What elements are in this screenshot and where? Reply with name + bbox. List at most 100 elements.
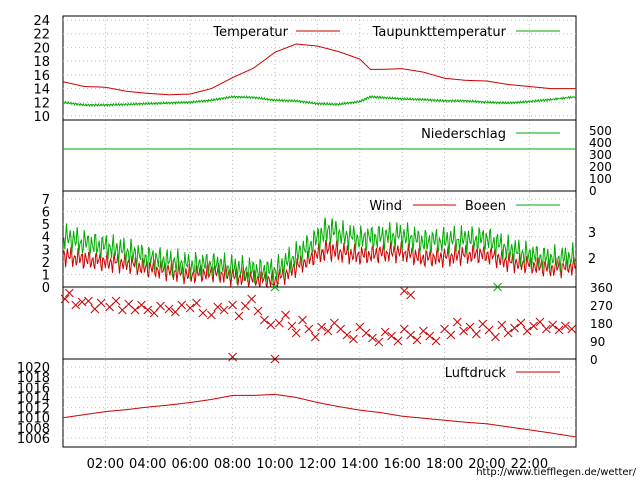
wind-direction-point-stroke [111, 296, 121, 306]
pressure-tick-label: 1018 [17, 371, 50, 386]
wind-direction-point-stroke [361, 328, 371, 338]
wind-direction-point [459, 326, 469, 336]
wind-direction-point-stroke [399, 286, 409, 296]
x-tick-label: 14:00 [341, 457, 378, 472]
wind-direction-point-stroke [497, 320, 507, 330]
wind-direction-point-stroke [130, 305, 140, 315]
wind-direction-point [164, 304, 174, 314]
wind-direction-point-stroke [412, 335, 422, 345]
wind-direction-point-stroke [247, 294, 257, 304]
wind-direction-point [361, 328, 371, 338]
wind-series-boeen [62, 217, 577, 284]
wind-direction-point [561, 321, 570, 331]
wind-direction-point [497, 320, 507, 330]
wind-direction-tick-label: 0 [590, 353, 598, 367]
wind-direction-tick-label: 90 [590, 335, 605, 349]
wind-direction-point [535, 317, 545, 327]
wind-direction-point [368, 333, 377, 343]
x-tick-label: 08:00 [214, 457, 251, 472]
wind-direction-point-stroke [240, 301, 250, 311]
wind-direction-point [412, 335, 422, 345]
temperature-tick-label: 24 [33, 14, 50, 29]
wind-direction-point-stroke [478, 319, 488, 329]
wind-direction-point-stroke [207, 310, 216, 320]
wind-direction-point-stroke [71, 300, 81, 310]
wind-direction-point-stroke [349, 334, 358, 344]
wind-direction-point [60, 294, 70, 304]
wind-direction-point [149, 308, 159, 318]
pressure-series-luftdruck [62, 393, 577, 438]
wind-direction-point-stroke [493, 282, 502, 292]
wind-direction-point-stroke [228, 300, 237, 310]
wind-direction-point-stroke [274, 318, 284, 328]
wind-direction-point-stroke [355, 322, 365, 332]
wind-direction-point-stroke [425, 331, 435, 341]
wind-direction-point-stroke [329, 318, 339, 328]
wind-direction-point-stroke [342, 330, 352, 340]
wind-direction-point [503, 328, 513, 338]
wind-direction-point [406, 290, 416, 300]
wind-direction-point [493, 282, 502, 292]
wind-direction-point-stroke [567, 324, 577, 334]
wind-tick-label: 6 [42, 206, 50, 221]
wind-direction-point [213, 302, 223, 312]
precipitation-tick-label: 200 [589, 160, 612, 174]
wind-direction-point-stroke [459, 326, 469, 336]
wind-direction-point [387, 331, 396, 341]
wind-direction-point [452, 317, 462, 327]
pressure-tick-label: 1010 [17, 412, 50, 427]
legend-label-luftdruck: Luftdruck [445, 366, 507, 381]
wind-direction-point-stroke [287, 321, 297, 331]
wind-direction-point-stroke [484, 325, 494, 335]
wind-direction-point [541, 324, 551, 334]
wind-direction-point-stroke [323, 326, 333, 336]
x-tick-label: 10:00 [256, 457, 293, 472]
wind-direction-point [96, 298, 106, 308]
wind-direction-point-stroke [137, 300, 146, 310]
wind-direction-point [234, 311, 244, 321]
wind-direction-point-stroke [368, 333, 377, 343]
wind-direction-point [281, 310, 290, 320]
wind-direction-point [253, 306, 263, 316]
wind-direction-point [317, 322, 326, 332]
x-tick-label: 02:00 [87, 457, 124, 472]
temperature-tick-label: 16 [33, 69, 50, 84]
legend-label-niederschlag: Niederschlag [421, 127, 506, 142]
temperature-series-temperatur [62, 43, 576, 96]
pressure-tick-label: 1020 [17, 361, 50, 376]
wind-direction-point-stroke [336, 324, 346, 334]
wind-direction-point [425, 331, 435, 341]
wind-direction-point-stroke [60, 294, 70, 304]
wind-tick-label: 7 [42, 193, 50, 208]
wind-direction-point-stroke [260, 315, 269, 325]
pressure-tick-label: 1014 [17, 391, 50, 406]
wind-direction-point-stroke [393, 336, 403, 346]
wind-direction-point [399, 286, 409, 296]
x-tick-label: 18:00 [426, 457, 463, 472]
x-tick-label: 04:00 [129, 457, 166, 472]
wind-tick-label: 5 [42, 218, 50, 233]
temperature-tick-label: 10 [33, 110, 50, 125]
wind-direction-point-stroke [561, 321, 570, 331]
wind-tick-label: 0 [42, 281, 50, 296]
wind-direction-point-stroke [185, 303, 195, 313]
wind-direction-point [516, 318, 526, 328]
wind-direction-tick-label: 360 [590, 281, 613, 295]
wind-direction-point [548, 320, 558, 330]
wind-direction-point-stroke [234, 311, 244, 321]
wind-direction-point-stroke [84, 296, 93, 306]
wind-direction-point [287, 321, 297, 331]
wind-direction-point-stroke [446, 330, 456, 340]
wind-direction-point-stroke [440, 324, 449, 334]
legend-label-temperatur: Temperatur [212, 25, 288, 40]
wind-tick-label: 2 [42, 256, 50, 271]
wind-direction-point-stroke [96, 298, 106, 308]
wind-direction-point [393, 336, 403, 346]
wind-direction-point [472, 329, 481, 339]
wind-direction-point-stroke [266, 320, 276, 330]
wind-direction-point [554, 325, 564, 335]
legend-label-taupunkttemperatur: Taupunkttemperatur [372, 25, 507, 40]
x-tick-label: 12:00 [299, 457, 336, 472]
wind-direction-point [177, 300, 187, 310]
wind-direction-point-stroke [149, 308, 159, 318]
